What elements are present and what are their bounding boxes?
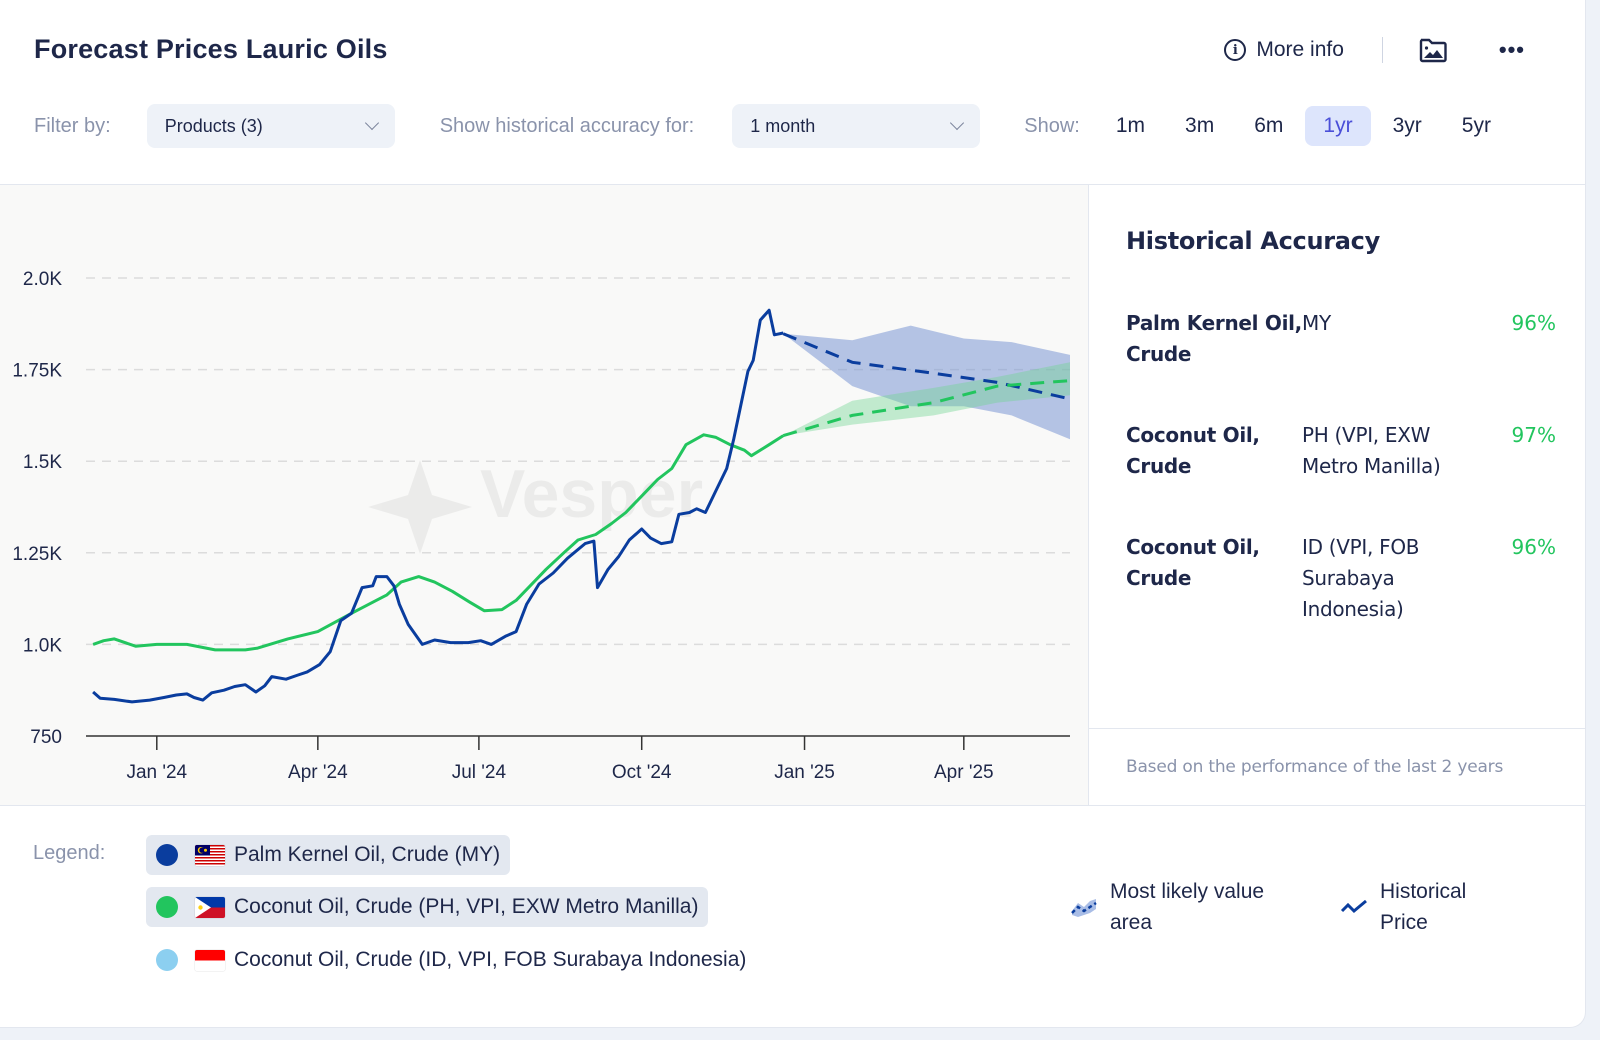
forecast-line bbox=[782, 379, 1071, 438]
divider bbox=[1381, 37, 1383, 63]
products-select-value: Products (3) bbox=[164, 115, 263, 136]
indonesia-flag-icon bbox=[195, 949, 225, 971]
accuracy-value: 96% bbox=[1511, 311, 1556, 335]
legend-item-palm-kernel-my[interactable]: Palm Kernel Oil, Crude (MY) bbox=[146, 835, 511, 875]
header-actions: i More info ••• bbox=[1224, 32, 1525, 68]
accuracy-product: Coconut Oil, Crude bbox=[1126, 535, 1260, 590]
philippines-flag-icon bbox=[195, 896, 225, 918]
y-tick-label: 750 bbox=[30, 727, 62, 748]
x-tick-label: Jan '24 bbox=[126, 762, 187, 783]
filter-bar: Filter by: Products (3) Show historical … bbox=[34, 104, 1554, 148]
chevron-down-icon bbox=[950, 115, 965, 131]
legend-item-coconut-ph[interactable]: Coconut Oil, Crude (PH, VPI, EXW Metro M… bbox=[146, 887, 709, 927]
divider bbox=[1088, 185, 1089, 805]
legend-key-historical-price: Historical Price bbox=[1340, 876, 1500, 938]
chevron-down-icon bbox=[364, 115, 379, 131]
accuracy-period-value: 1 month bbox=[750, 115, 816, 136]
y-tick-label: 1.0K bbox=[23, 635, 62, 656]
period-6m[interactable]: 6m bbox=[1254, 114, 1284, 137]
legend-key-forecast-area: Most likely value area bbox=[1070, 876, 1300, 938]
page-title: Forecast Prices Lauric Oils bbox=[34, 34, 388, 64]
legend-item-coconut-id[interactable]: Coconut Oil, Crude (ID, VPI, FOB Surabay… bbox=[146, 940, 756, 980]
legend-item-label: Palm Kernel Oil, Crude (MY) bbox=[234, 843, 501, 866]
y-tick-label: 2.0K bbox=[23, 269, 62, 290]
x-tick-label: Jan '25 bbox=[774, 762, 835, 783]
series-color-dot bbox=[156, 844, 178, 866]
products-select[interactable]: Products (3) bbox=[146, 104, 395, 148]
accuracy-region: ID (VPI, FOB Surabaya Indonesia) bbox=[1302, 535, 1420, 621]
image-folder-icon[interactable] bbox=[1419, 37, 1447, 63]
forecast-area-icon bbox=[1071, 899, 1097, 917]
accuracy-label: Show historical accuracy for: bbox=[439, 114, 695, 137]
historical-line bbox=[92, 308, 784, 704]
price-chart: Vesper 750 1.0K 1.25K 1.5K 1.75K 2.0K Jan '24… bbox=[12, 269, 1071, 783]
period-1m[interactable]: 1m bbox=[1115, 114, 1146, 137]
svg-text:Vesper: Vesper bbox=[480, 456, 703, 532]
more-info-button[interactable]: i More info bbox=[1224, 38, 1344, 62]
malaysia-flag-icon bbox=[195, 844, 225, 866]
filter-by-label: Filter by: bbox=[34, 114, 111, 137]
accuracy-period-select[interactable]: 1 month bbox=[732, 104, 981, 148]
forecast-band bbox=[783, 362, 1070, 436]
period-5yr[interactable]: 5yr bbox=[1461, 114, 1491, 137]
series-color-dot bbox=[156, 949, 178, 971]
accuracy-row: Palm Kernel Oil, Crude MY 96% bbox=[1126, 308, 1556, 370]
forecast-line bbox=[782, 332, 1071, 401]
legend-key-label: Historical Price bbox=[1380, 880, 1467, 934]
accuracy-region: MY bbox=[1302, 311, 1331, 335]
x-tick-label: Apr '25 bbox=[934, 762, 994, 783]
x-tick-label: Apr '24 bbox=[288, 762, 348, 783]
historical-accuracy-panel: Historical Accuracy Palm Kernel Oil, Cru… bbox=[1089, 185, 1586, 805]
accuracy-product: Palm Kernel Oil, Crude bbox=[1126, 311, 1302, 366]
chart-background bbox=[0, 185, 1088, 805]
period-1yr[interactable]: 1yr bbox=[1305, 106, 1371, 146]
divider bbox=[0, 184, 1586, 185]
period-3yr[interactable]: 3yr bbox=[1392, 114, 1422, 137]
more-info-label: More info bbox=[1256, 38, 1344, 61]
series-color-dot bbox=[156, 896, 178, 918]
y-tick-label: 1.25K bbox=[12, 544, 62, 565]
accuracy-product: Coconut Oil, Crude bbox=[1126, 423, 1260, 478]
x-tick-label: Oct '24 bbox=[612, 762, 672, 783]
period-3m[interactable]: 3m bbox=[1185, 114, 1215, 137]
divider bbox=[1089, 728, 1586, 729]
forecast-card: Forecast Prices Lauric Oils i More info … bbox=[0, 0, 1586, 1028]
forecast-band bbox=[783, 325, 1070, 440]
x-tick-label: Jul '24 bbox=[452, 762, 507, 783]
accuracy-value: 96% bbox=[1511, 535, 1556, 559]
vesper-watermark: Vesper bbox=[368, 456, 703, 554]
y-tick-label: 1.75K bbox=[12, 361, 62, 382]
legend-label: Legend: bbox=[33, 842, 106, 864]
y-tick-label: 1.5K bbox=[23, 452, 62, 473]
legend-key-label: Most likely value area bbox=[1110, 880, 1265, 934]
show-label: Show: bbox=[1024, 114, 1080, 137]
accuracy-footnote: Based on the performance of the last 2 y… bbox=[1126, 757, 1504, 777]
accuracy-row: Coconut Oil, Crude PH (VPI, EXW Metro Ma… bbox=[1126, 420, 1556, 482]
historical-accuracy-title: Historical Accuracy bbox=[1126, 227, 1380, 255]
historical-line bbox=[92, 433, 785, 652]
accuracy-value: 97% bbox=[1511, 423, 1556, 447]
divider bbox=[0, 805, 1586, 806]
accuracy-row: Coconut Oil, Crude ID (VPI, FOB Surabaya… bbox=[1126, 532, 1556, 625]
legend-item-label: Coconut Oil, Crude (PH, VPI, EXW Metro M… bbox=[234, 895, 699, 918]
legend-item-label: Coconut Oil, Crude (ID, VPI, FOB Surabay… bbox=[234, 948, 747, 971]
accuracy-region: PH (VPI, EXW Metro Manilla) bbox=[1302, 423, 1441, 478]
more-horizontal-icon[interactable]: ••• bbox=[1498, 37, 1525, 62]
info-icon: i bbox=[1224, 39, 1247, 61]
historical-line-icon bbox=[1340, 899, 1367, 914]
